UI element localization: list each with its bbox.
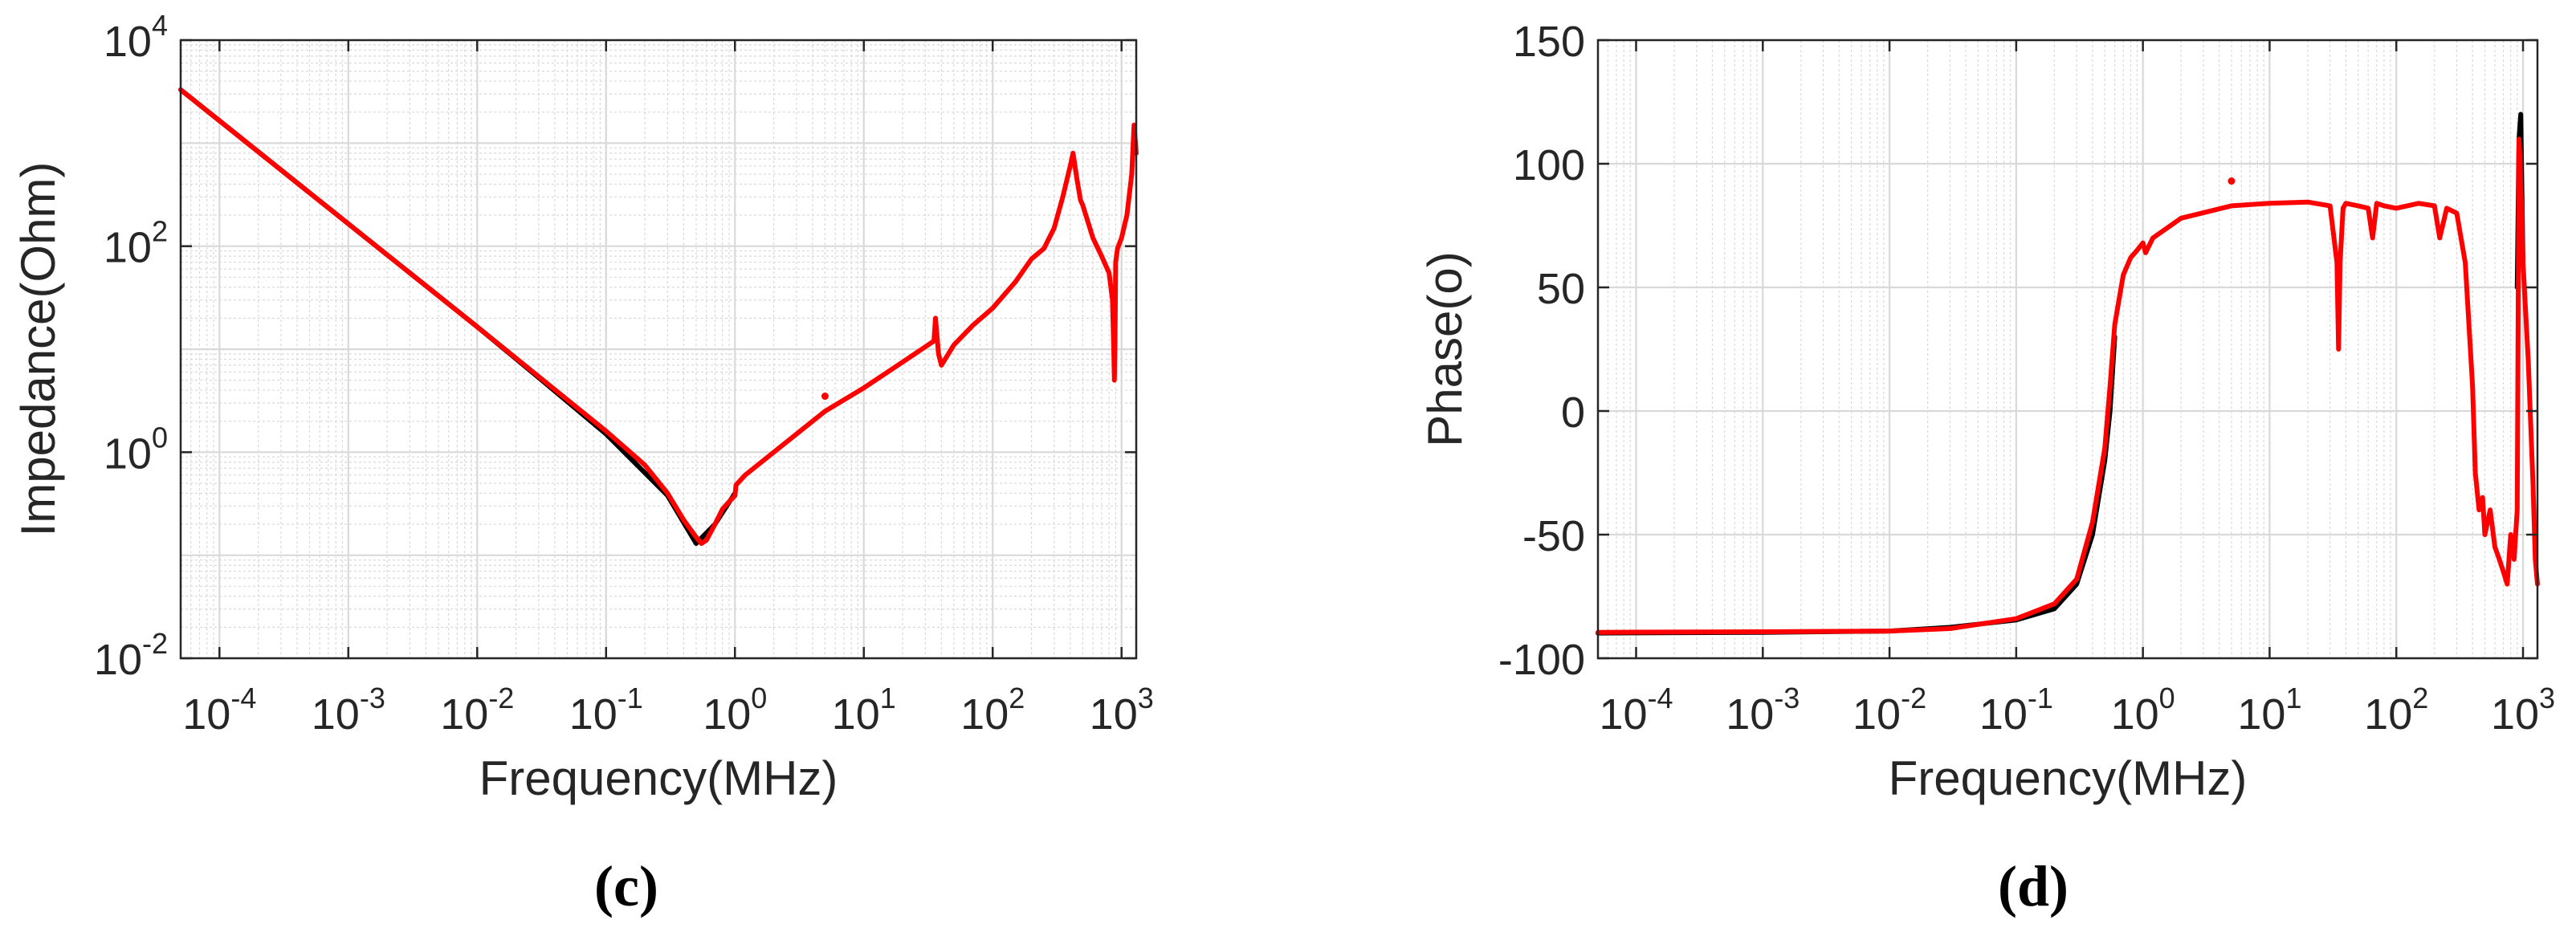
- outlier-point: [2228, 177, 2236, 185]
- y-axis-label: Phase(o): [1418, 251, 1472, 446]
- axes-box: [179, 39, 1138, 660]
- y-tick-label: 100: [1513, 141, 1585, 189]
- x-tick-label: 103: [2491, 682, 2555, 739]
- x-tick-label: 102: [2364, 682, 2428, 739]
- x-tick-label: 10-4: [1599, 682, 1673, 739]
- x-tick-label: 101: [832, 682, 896, 739]
- y-tick-label: -100: [1498, 636, 1585, 684]
- x-tick-label: 10-3: [1726, 682, 1800, 739]
- model-series-line: [178, 87, 1139, 546]
- x-tick-label: 10-4: [182, 682, 256, 739]
- panel-label: (c): [594, 854, 658, 918]
- x-tick-label: 100: [703, 682, 767, 739]
- y-tick-label: 102: [104, 215, 168, 272]
- x-tick-label: 100: [2111, 682, 2175, 739]
- x-tick-label: 102: [960, 682, 1025, 739]
- grid: [1597, 39, 2537, 660]
- y-tick-label: 0: [1561, 389, 1585, 437]
- y-tick-label: 50: [1537, 265, 1585, 313]
- x-tick-label: 10-2: [440, 682, 514, 739]
- y-tick-label: -50: [1522, 512, 1585, 560]
- plot-area: [1598, 40, 2537, 658]
- x-tick-label: 10-2: [1853, 682, 1926, 739]
- y-tick-label: 10-2: [94, 627, 168, 684]
- x-axis-label: Frequency(MHz): [1889, 751, 2248, 805]
- outlier-point: [821, 393, 829, 401]
- x-tick-label: 103: [1090, 682, 1154, 739]
- y-tick-label: 104: [104, 9, 168, 66]
- model-series-line: [1596, 136, 2540, 635]
- panel-label: (d): [1998, 854, 2069, 918]
- axes-box: [1596, 39, 2539, 660]
- x-tick-label: 101: [2237, 682, 2301, 739]
- phase-chart: 10-4 10-3 10-2 10-1 100 101 102 103 150 100 50 0 -50…: [1418, 18, 2555, 918]
- y-tick-label: 100: [104, 421, 168, 478]
- x-tick-label: 10-1: [569, 682, 643, 739]
- impedance-chart: 10-4 10-3 10-2 10-1 100 101 102 103 10-2 100 102 10…: [11, 9, 1154, 918]
- x-axis-label: Frequency(MHz): [479, 751, 838, 805]
- y-tick-label: 150: [1513, 18, 1585, 66]
- grid: [180, 40, 1136, 660]
- y-axis-label: Impedance(Ohm): [11, 162, 65, 537]
- x-tick-label: 10-3: [312, 682, 385, 739]
- x-tick-label: 10-1: [1979, 682, 2053, 739]
